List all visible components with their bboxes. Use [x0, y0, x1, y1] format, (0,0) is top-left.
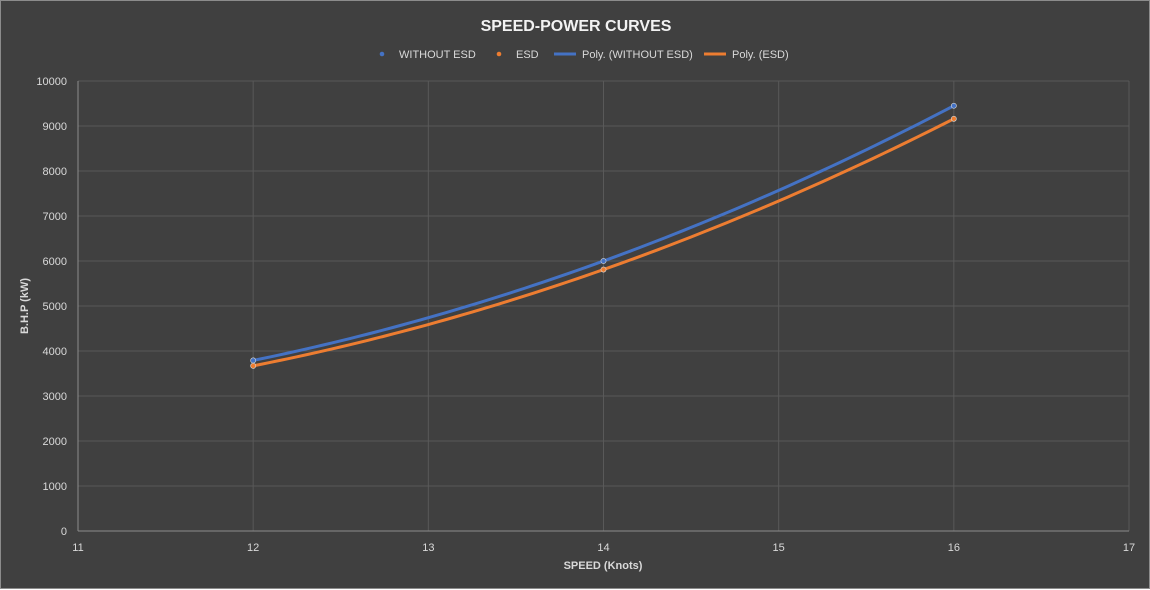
data-point [950, 115, 957, 122]
axes: 0 1000 2000 3000 4000 5000 6000 7000 8000 9000 100… [36, 76, 1135, 554]
y-tick-label: 3000 [43, 391, 67, 403]
y-tick-label: 7000 [43, 211, 67, 223]
x-tick-label: 15 [773, 542, 785, 554]
y-tick-label: 6000 [43, 256, 67, 268]
y-tick-label: 10000 [36, 76, 67, 88]
legend-marker [496, 51, 502, 57]
y-tick-label: 8000 [43, 166, 67, 178]
data-point [250, 357, 257, 364]
chart-title: SPEED-POWER CURVES [481, 18, 672, 35]
legend-label: Poly. (WITHOUT ESD) [582, 49, 693, 61]
x-tick-label: 16 [948, 542, 960, 554]
x-tick-label: 14 [597, 542, 609, 554]
y-tick-label: 1000 [43, 481, 67, 493]
grid-lines [78, 80, 1130, 531]
legend-label: Poly. (ESD) [732, 49, 789, 61]
legend: WITHOUT ESD ESD Poly. (WITHOUT ESD) Poly. (… [379, 49, 789, 61]
data-point [600, 258, 607, 264]
legend-marker [379, 51, 385, 57]
y-tick-label: 5000 [43, 301, 67, 313]
data-point [600, 266, 607, 273]
data-point [250, 362, 257, 369]
plot-series [250, 102, 957, 369]
x-tick-label: 11 [72, 542, 83, 554]
x-axis-title: SPEED (Knots) [564, 560, 643, 572]
y-tick-label: 9000 [43, 121, 67, 133]
data-point [950, 102, 957, 109]
x-tick-label: 12 [247, 542, 259, 554]
x-tick-label: 17 [1123, 542, 1135, 554]
x-tick-label: 13 [422, 542, 434, 554]
y-tick-label: 2000 [43, 436, 67, 448]
legend-label: ESD [516, 49, 539, 61]
y-tick-label: 0 [61, 526, 67, 538]
legend-label: WITHOUT ESD [399, 49, 476, 61]
y-tick-label: 4000 [43, 346, 67, 358]
y-axis-title: B.H.P (kW) [19, 278, 31, 334]
